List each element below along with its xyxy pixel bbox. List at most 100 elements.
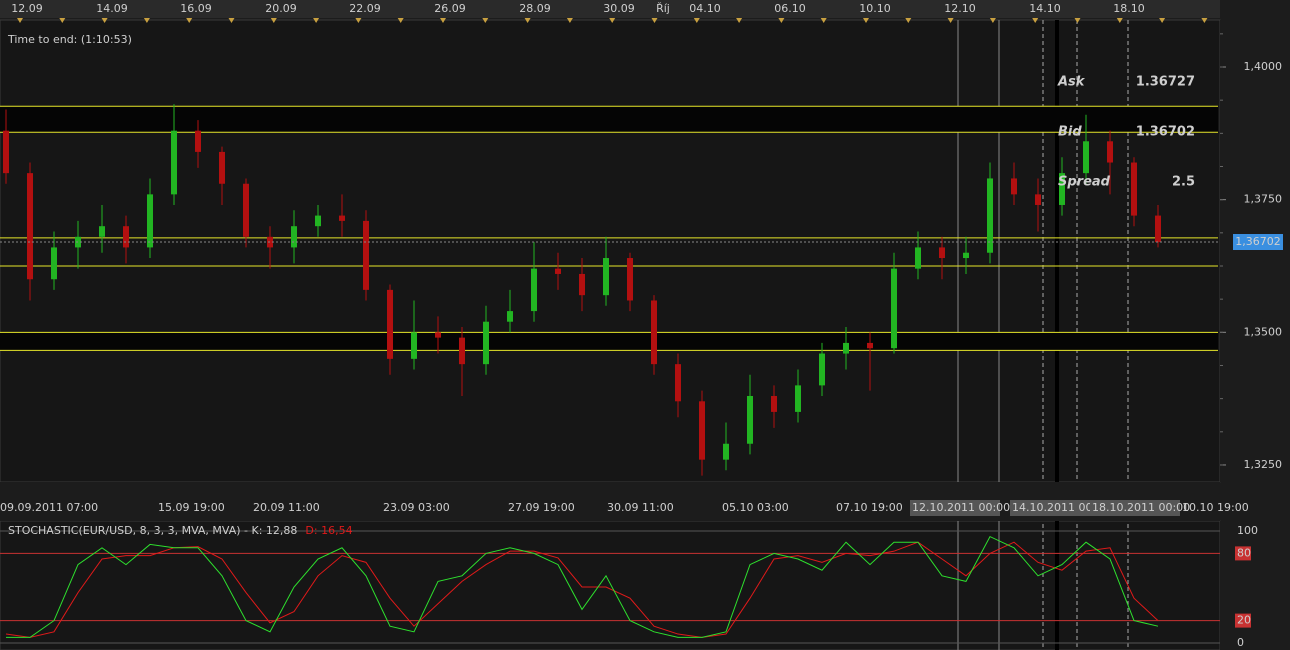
candle-body [1011, 178, 1017, 195]
bottom-date-label: 10.10 19:00 [1182, 501, 1249, 514]
stoch-tick-bg [1235, 546, 1251, 561]
candle-body [339, 215, 345, 221]
quote-value: 2.5 [1172, 175, 1195, 190]
date-tick [355, 18, 362, 23]
date-tick [1032, 18, 1039, 23]
top-date-label: 04.10 [689, 2, 721, 15]
date-tick [1201, 18, 1208, 23]
candle-body [219, 151, 225, 184]
candle-body [723, 443, 729, 460]
current-price-label: 1,36702 [1235, 235, 1281, 248]
stoch-k-line [6, 535, 1159, 638]
candle-body [315, 215, 321, 227]
date-tick [863, 18, 869, 23]
date-tick [566, 18, 573, 23]
bottom-date-label: 05.10 03:00 [722, 501, 789, 514]
price-panel [0, 19, 1221, 483]
candle-body [1155, 215, 1161, 243]
date-tick [778, 18, 785, 23]
date-tick [482, 18, 489, 23]
date-tick [947, 18, 954, 23]
candle-body [843, 342, 849, 354]
y-tick-label: 1,3750 [1244, 193, 1283, 206]
y-tick-label: 1,3250 [1244, 458, 1283, 471]
stoch-k-label: STOCHASTIC(EUR/USD, 8, 3, 3, MVA, MVA) -… [8, 524, 297, 537]
bottom-date-label: 07.10 19:00 [836, 501, 903, 514]
top-date-label: 12.10 [944, 2, 976, 15]
top-date-label: 30.09 [603, 2, 635, 15]
candle-body [651, 300, 657, 365]
bottom-date-label: 18.10.2011 00:00 [1092, 501, 1190, 514]
candle-body [747, 395, 753, 444]
candle-body [123, 226, 129, 248]
price-axis [1220, 20, 1290, 482]
date-tick [143, 18, 150, 23]
bottom-date-label: 27.09 19:00 [508, 501, 575, 514]
candle-body [1083, 141, 1089, 174]
candle-body [435, 332, 441, 338]
date-tick [186, 18, 193, 23]
candle-body [171, 130, 177, 195]
candle-body [387, 289, 393, 359]
top-date-label: 06.10 [774, 2, 806, 15]
candle-body [147, 194, 153, 248]
candle-body [915, 247, 921, 269]
bottom-date-label: 14.10.2011 00:00 [1012, 501, 1110, 514]
time-highlight [910, 500, 1000, 516]
date-tick [17, 18, 23, 23]
date-tick [989, 18, 996, 23]
date-tick [1074, 18, 1081, 23]
stoch-tick-label: 20 [1237, 614, 1251, 627]
candle-body [51, 247, 57, 280]
top-date-label: 28.09 [519, 2, 551, 15]
current-price-tag [1233, 234, 1283, 251]
quote-label: Ask [1057, 75, 1086, 90]
candle-body [363, 220, 369, 290]
date-tick [101, 18, 108, 23]
candle-body [291, 226, 297, 248]
bottom-date-label: 23.09 03:00 [383, 501, 450, 514]
top-date-label: 26.09 [434, 2, 466, 15]
stoch-tick-label: 100 [1237, 524, 1258, 537]
quote-value: 1.36727 [1136, 75, 1195, 90]
candle-body [603, 258, 609, 296]
top-date-label: 22.09 [349, 2, 381, 15]
bottom-date-label: 12.10.2011 00:00 [912, 501, 1010, 514]
top-date-label: 14.09 [96, 2, 128, 15]
bottom-date-label: 20.09 11:00 [253, 501, 320, 514]
candle-body [1107, 141, 1113, 163]
candle-body [99, 226, 105, 237]
candle-body [987, 178, 993, 253]
bottom-date-label: 30.09 11:00 [607, 501, 674, 514]
date-tick [736, 18, 743, 23]
date-tick [524, 18, 531, 23]
candle-body [627, 258, 633, 301]
date-tick [228, 18, 235, 23]
top-date-label: 12.09 [11, 2, 43, 15]
candle-body [1131, 162, 1137, 216]
time-highlight [1090, 500, 1180, 516]
date-tick [693, 18, 700, 23]
candle-body [771, 395, 777, 412]
candle-body [483, 321, 489, 365]
stochastic-panel [0, 520, 1221, 650]
stoch-d-line [5, 541, 1159, 638]
time-highlight [1010, 500, 1100, 516]
top-date-label: 20.09 [265, 2, 297, 15]
date-tick [1116, 18, 1123, 23]
zone [0, 332, 1218, 351]
quote-label: Spread [1058, 175, 1111, 190]
candle-body [819, 353, 825, 386]
candle-body [795, 385, 801, 412]
candle-body [3, 130, 9, 174]
date-tick [609, 18, 616, 23]
candle-body [939, 247, 945, 259]
date-tick [820, 18, 827, 23]
bottom-date-label: 15.09 19:00 [158, 501, 225, 514]
y-tick-label: 1,3500 [1244, 325, 1283, 338]
stoch-tick-bg [1235, 613, 1251, 628]
candle-body [507, 311, 513, 322]
candle-body [699, 401, 705, 460]
date-tick [313, 18, 320, 23]
bottom-date-label: 09.09.2011 07:00 [0, 501, 98, 514]
